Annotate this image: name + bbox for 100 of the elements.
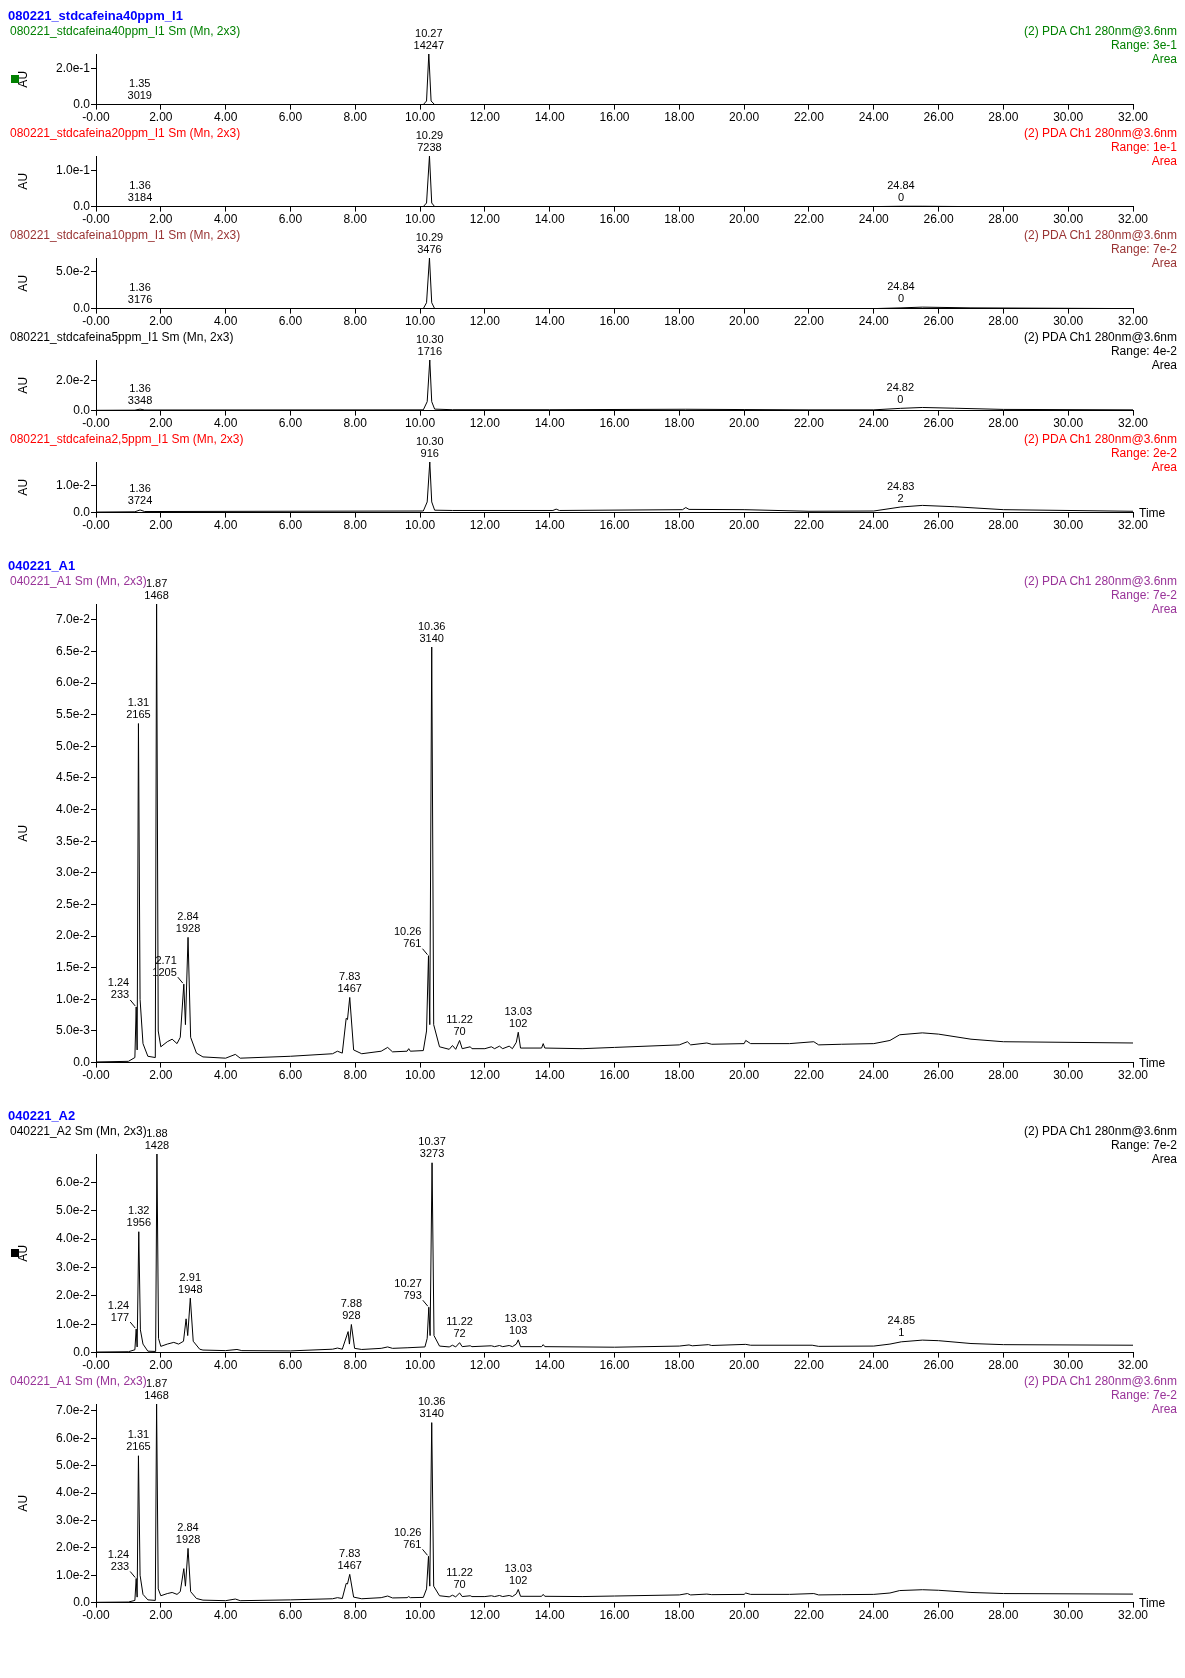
x-tick-label: 8.00 xyxy=(343,110,368,125)
text: (2) PDA Ch1 280nm@3.6nm xyxy=(1024,574,1177,588)
text: Range: 7e-2 xyxy=(1109,588,1177,602)
y-tick-label: 3.0e-2 xyxy=(55,1259,91,1274)
y-tick-label: 0.0 xyxy=(73,198,91,213)
y-tick-label: 5.0e-3 xyxy=(55,1023,91,1038)
annotation: 13.03 102 xyxy=(504,1004,533,1029)
y-tick-label: 4.0e-2 xyxy=(55,801,91,816)
x-tick-label: 24.00 xyxy=(858,110,890,125)
text: (2) PDA Ch1 280nm@3.6nm xyxy=(1024,1124,1177,1138)
y-tick-label: 0.0 xyxy=(73,96,91,111)
x-tick-label: 2.00 xyxy=(149,1068,173,1083)
x-tick-label: 14.00 xyxy=(534,1608,566,1623)
text: (2) PDA Ch1 280nm@3.6nm xyxy=(1024,1374,1177,1388)
x-tick-label: 20.00 xyxy=(729,1068,760,1083)
x-tick-label: 14.00 xyxy=(534,416,566,431)
x-tick-label: 20.00 xyxy=(729,416,760,431)
x-tick-label: 10.00 xyxy=(405,416,436,431)
x-tick-label: 12.00 xyxy=(469,314,501,329)
x-tick-label: 18.00 xyxy=(664,416,695,431)
y-tick-label: 1.0e-2 xyxy=(55,1316,91,1331)
text: (2) PDA Ch1 280nm@3.6nm xyxy=(1024,330,1177,344)
x-tick-label: 4.00 xyxy=(213,416,238,431)
x-tick-label: 14.00 xyxy=(534,518,566,533)
x-tick-label: 28.00 xyxy=(988,1358,1019,1373)
x-tick-label: 12.00 xyxy=(469,110,501,125)
y-tick-label: 6.5e-2 xyxy=(55,643,91,658)
x-tick-label: 2.00 xyxy=(149,314,173,329)
x-tick-label: 10.00 xyxy=(405,110,436,125)
annotation: 2.84 1928 xyxy=(175,909,201,934)
text: (2) PDA Ch1 280nm@3.6nm xyxy=(1024,126,1177,140)
x-tick-label: 2.00 xyxy=(149,110,173,125)
x-tick-label: 10.00 xyxy=(405,212,436,227)
x-tick-label: -0.00 xyxy=(82,1608,110,1623)
x-tick-label: 8.00 xyxy=(343,1068,368,1083)
x-tick-label: 18.00 xyxy=(664,110,695,125)
annotation: 10.29 3476 xyxy=(415,230,444,255)
text: (2) PDA Ch1 280nm@3.6nm xyxy=(1024,24,1177,38)
y-tick-label: 1.0e-2 xyxy=(55,991,91,1006)
x-tick-label: -0.00 xyxy=(82,518,110,533)
x-tick-label: 22.00 xyxy=(793,110,825,125)
annotation: 24.84 0 xyxy=(887,280,915,305)
annotation: 1.24 233 xyxy=(107,976,130,1001)
y-tick-label: 0.0 xyxy=(73,300,91,315)
x-tick-label: 32.00 xyxy=(1117,1068,1149,1083)
annotation: 1.36 3176 xyxy=(127,281,153,306)
x-tick-label: 28.00 xyxy=(988,1608,1019,1623)
x-tick-label: 26.00 xyxy=(923,1358,954,1373)
annotation: 1.36 3724 xyxy=(127,482,153,507)
x-tick-label: 30.00 xyxy=(1053,416,1084,431)
annotation: 10.37 3273 xyxy=(418,1135,446,1160)
x-tick-label: 32.00 xyxy=(1117,212,1149,227)
annotation: 1.36 3348 xyxy=(127,381,153,406)
x-tick-label: 22.00 xyxy=(793,314,825,329)
x-tick-label: 14.00 xyxy=(534,212,566,227)
x-tick-label: 30.00 xyxy=(1053,1358,1084,1373)
text: Area xyxy=(1150,154,1177,168)
x-tick-label: 32.00 xyxy=(1117,416,1149,431)
text: Area xyxy=(1150,460,1177,474)
annotation: 24.85 1 xyxy=(887,1314,916,1339)
y-axis-title: AU xyxy=(16,172,31,190)
chart-subtitle: 080221_stdcafeina5ppm_I1 Sm (Mn, 2x3) xyxy=(10,330,234,344)
text: Area xyxy=(1150,1152,1177,1166)
annotation: 1.24 177 xyxy=(107,1298,130,1323)
x-tick-label: 4.00 xyxy=(213,518,238,533)
text: Range: 2e-2 xyxy=(1109,446,1177,460)
y-axis-title: AU xyxy=(16,376,31,394)
x-tick-label: 4.00 xyxy=(213,314,238,329)
x-tick-label: 20.00 xyxy=(729,212,760,227)
x-tick-label: 4.00 xyxy=(213,110,238,125)
y-tick-label: 0.0 xyxy=(73,1344,91,1359)
annotation: 13.03 102 xyxy=(504,1561,533,1586)
x-tick-label: 6.00 xyxy=(278,1358,303,1373)
x-tick-label: 8.00 xyxy=(343,1608,368,1623)
text: (2) PDA Ch1 280nm@3.6nm xyxy=(1024,228,1177,242)
x-tick-label: 22.00 xyxy=(793,1608,825,1623)
x-tick-label: 10.00 xyxy=(405,1068,436,1083)
y-tick-label: 1.5e-2 xyxy=(55,960,91,975)
x-tick-label: 24.00 xyxy=(858,518,890,533)
x-tick-label: 10.00 xyxy=(405,1358,436,1373)
y-tick-label: 1.0e-2 xyxy=(55,1567,91,1582)
x-tick-label: 20.00 xyxy=(729,1358,760,1373)
y-tick-label: 5.0e-2 xyxy=(55,738,91,753)
x-tick-label: 30.00 xyxy=(1053,1608,1084,1623)
y-axis-title: AU xyxy=(16,1494,31,1512)
x-tick-label: 16.00 xyxy=(599,1068,630,1083)
x-tick-label: 26.00 xyxy=(923,518,954,533)
y-tick-label: 3.0e-2 xyxy=(55,865,91,880)
x-tick-label: 8.00 xyxy=(343,416,368,431)
x-tick-label: 12.00 xyxy=(469,1068,501,1083)
annotation: 10.27 793 xyxy=(394,1276,422,1301)
x-tick-label: 20.00 xyxy=(729,1608,760,1623)
x-tick-label: 16.00 xyxy=(599,416,630,431)
x-tick-label: 2.00 xyxy=(149,212,173,227)
x-tick-label: 26.00 xyxy=(923,212,954,227)
x-tick-label: 2.00 xyxy=(149,416,173,431)
x-tick-label: 14.00 xyxy=(534,110,566,125)
x-tick-label: 12.00 xyxy=(469,1608,501,1623)
annotation: 11.22 72 xyxy=(446,1315,473,1340)
text: Range: 3e-1 xyxy=(1109,38,1177,52)
